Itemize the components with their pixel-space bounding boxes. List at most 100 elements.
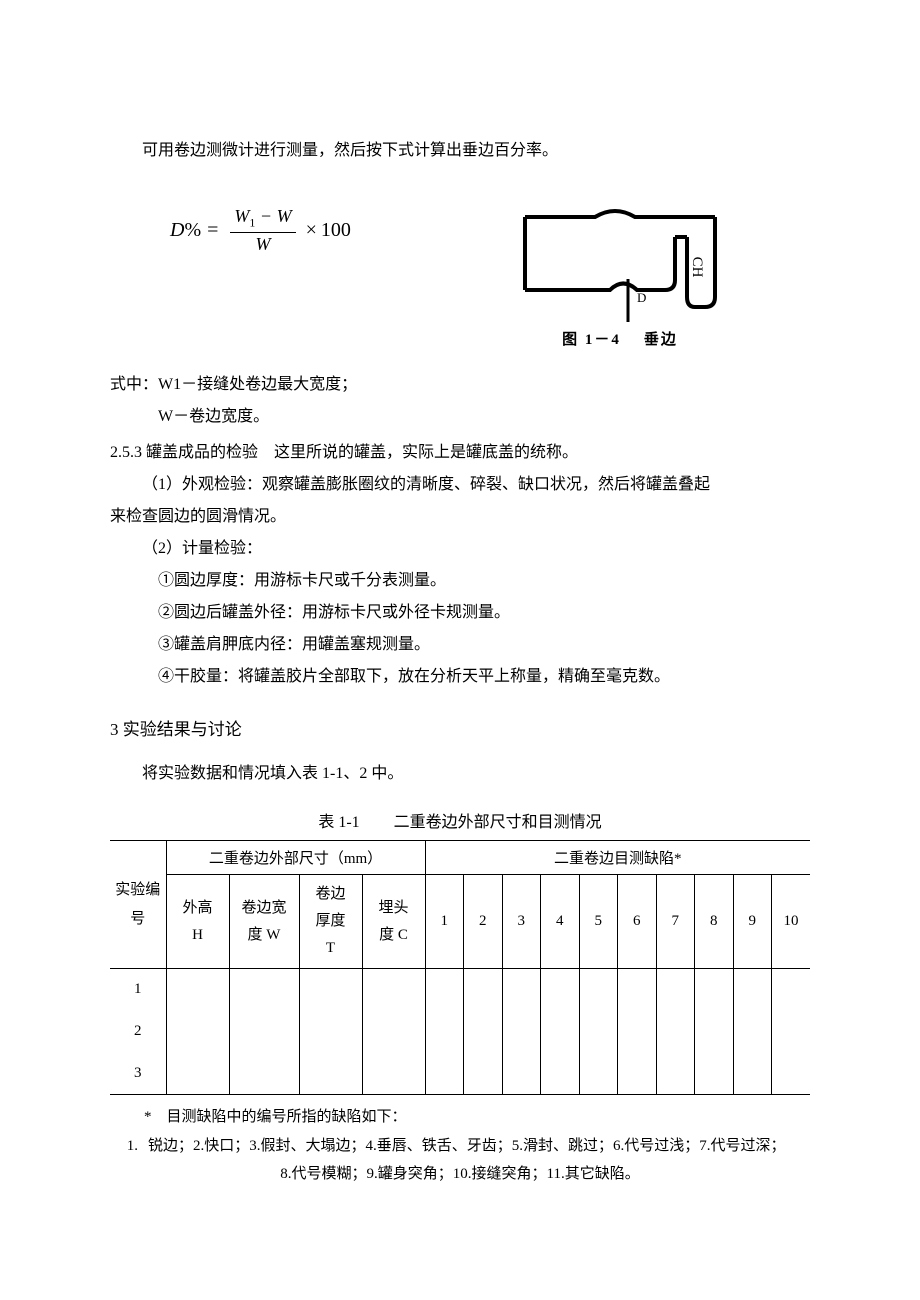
table-1-1-title: 表 1-1 二重卷边外部尺寸和目测情况 (110, 808, 810, 832)
cell (656, 1011, 695, 1053)
th-outer-dim: 二重卷边外部尺寸（mm） (166, 841, 425, 875)
footnote-line1-prefix: 1. (110, 1132, 138, 1161)
th-T-1: 卷边 (315, 886, 345, 902)
para-253-1a: （1）外观检验：观察罐盖膨胀圈纹的清晰度、碎裂、缺口状况，然后将罐盖叠起 (110, 469, 810, 501)
table-row: 1 (110, 969, 810, 1011)
cell (166, 1011, 229, 1053)
where-label: 式中： (110, 376, 158, 393)
cell (464, 1011, 503, 1053)
cell (502, 1053, 541, 1095)
th-exp-no: 实验编号 (110, 841, 166, 969)
footnote-line1-text: 锐边；2.快口；3.假封、大塌边；4.垂唇、铁舌、牙齿；5.滑封、跳过；6.代号… (148, 1138, 786, 1154)
table-title-text: 二重卷边外部尺寸和目测情况 (394, 814, 602, 831)
table-row: 2 (110, 1011, 810, 1053)
th-C: 埋头 度 C (362, 875, 425, 969)
th-d3: 3 (502, 875, 541, 969)
cell (425, 1053, 464, 1095)
th-d7: 7 (656, 875, 695, 969)
cell (299, 1011, 362, 1053)
cell (579, 1053, 618, 1095)
cell (695, 1011, 734, 1053)
cell (772, 969, 811, 1011)
cell (695, 969, 734, 1011)
formula-denominator: W (251, 233, 274, 255)
cell (772, 1011, 811, 1053)
section-3-para: 将实验数据和情况填入表 1-1、2 中。 (110, 758, 810, 790)
cell (733, 1053, 772, 1095)
where-line-2: W－卷边宽度。 (110, 401, 810, 433)
table-title-num: 表 1-1 (318, 814, 359, 831)
cell (502, 1011, 541, 1053)
row-2-no: 2 (110, 1011, 166, 1053)
figure-caption: 图 1－4 垂边 (562, 328, 678, 349)
cell (618, 1053, 657, 1095)
th-d2: 2 (464, 875, 503, 969)
cell (502, 969, 541, 1011)
cell (166, 969, 229, 1011)
th-d10: 10 (772, 875, 811, 969)
cell (229, 1011, 299, 1053)
figure-caption-num: 图 1－4 (562, 332, 621, 348)
row-3-no: 3 (110, 1053, 166, 1095)
th-d5: 5 (579, 875, 618, 969)
cell (425, 1011, 464, 1053)
where-w1: W1－接缝处卷边最大宽度； (158, 376, 357, 393)
cell (618, 1011, 657, 1053)
cell (541, 1011, 580, 1053)
figure-label-ch: CH (689, 257, 705, 278)
cell (695, 1053, 734, 1095)
figure-label-d: D (637, 290, 646, 305)
th-T: 卷边 厚度 T (299, 875, 362, 969)
cell (362, 1011, 425, 1053)
th-d4: 4 (541, 875, 580, 969)
formula-numerator: W1 − W (230, 207, 295, 233)
cell (733, 1011, 772, 1053)
th-W: 卷边宽 度 W (229, 875, 299, 969)
para-253-2-1: ①圆边厚度：用游标卡尺或千分表测量。 (110, 565, 810, 597)
para-253-2: （2）计量检验： (110, 533, 810, 565)
th-d8: 8 (695, 875, 734, 969)
th-T-2: 厚度 (315, 913, 345, 929)
th-d9: 9 (733, 875, 772, 969)
footnote-star: * 目测缺陷中的编号所指的缺陷如下： (110, 1103, 810, 1132)
formula-hundred: 100 (321, 219, 351, 242)
cell (166, 1053, 229, 1095)
formula-cell: D % = W1 − W W × 100 (110, 197, 430, 255)
formula-times: × (306, 219, 317, 242)
cell (229, 969, 299, 1011)
figure-1-4-svg: CH D (515, 197, 725, 322)
num-W1-W: W1 − W (234, 206, 291, 226)
th-C-1: 埋头 (378, 900, 408, 916)
cell (464, 969, 503, 1011)
cell (541, 1053, 580, 1095)
para-253-1b: 来检查圆边的圆滑情况。 (110, 501, 810, 533)
cell (618, 969, 657, 1011)
th-d6: 6 (618, 875, 657, 969)
formula-fraction: W1 − W W (230, 207, 295, 255)
cell (579, 1011, 618, 1053)
cell (229, 1053, 299, 1095)
d-percent-formula: D % = W1 − W W × 100 (170, 207, 430, 255)
th-exp-no-text: 实验编号 (115, 882, 160, 927)
para-253: 2.5.3 罐盖成品的检验 这里所说的罐盖，实际上是罐底盖的统称。 (110, 437, 810, 469)
intro-paragraph: 可用卷边测微计进行测量，然后按下式计算出垂边百分率。 (110, 135, 810, 167)
para-253-2-2: ②圆边后罐盖外径：用游标卡尺或外径卡规测量。 (110, 597, 810, 629)
th-T-3: T (326, 940, 335, 956)
table-row: 3 (110, 1053, 810, 1095)
th-C-2: 度 C (379, 927, 408, 943)
th-defects: 二重卷边目测缺陷* (425, 841, 810, 875)
th-W-2: 度 W (248, 927, 281, 943)
para-253-2-3: ③罐盖肩胛底内径：用罐盖塞规测量。 (110, 629, 810, 661)
cell (656, 969, 695, 1011)
table-1-1: 实验编号 二重卷边外部尺寸（mm） 二重卷边目测缺陷* 外高 H 卷边宽 度 W… (110, 840, 810, 1095)
cell (362, 969, 425, 1011)
cell (362, 1053, 425, 1095)
th-W-1: 卷边宽 (241, 900, 286, 916)
cell (541, 969, 580, 1011)
th-d1: 1 (425, 875, 464, 969)
cell (733, 969, 772, 1011)
cell (579, 969, 618, 1011)
th-H-2: H (192, 927, 203, 943)
figure-cell: CH D 图 1－4 垂边 (430, 197, 810, 349)
footnote-line1: 1. 锐边；2.快口；3.假封、大塌边；4.垂唇、铁舌、牙齿；5.滑封、跳过；6.… (110, 1132, 810, 1161)
